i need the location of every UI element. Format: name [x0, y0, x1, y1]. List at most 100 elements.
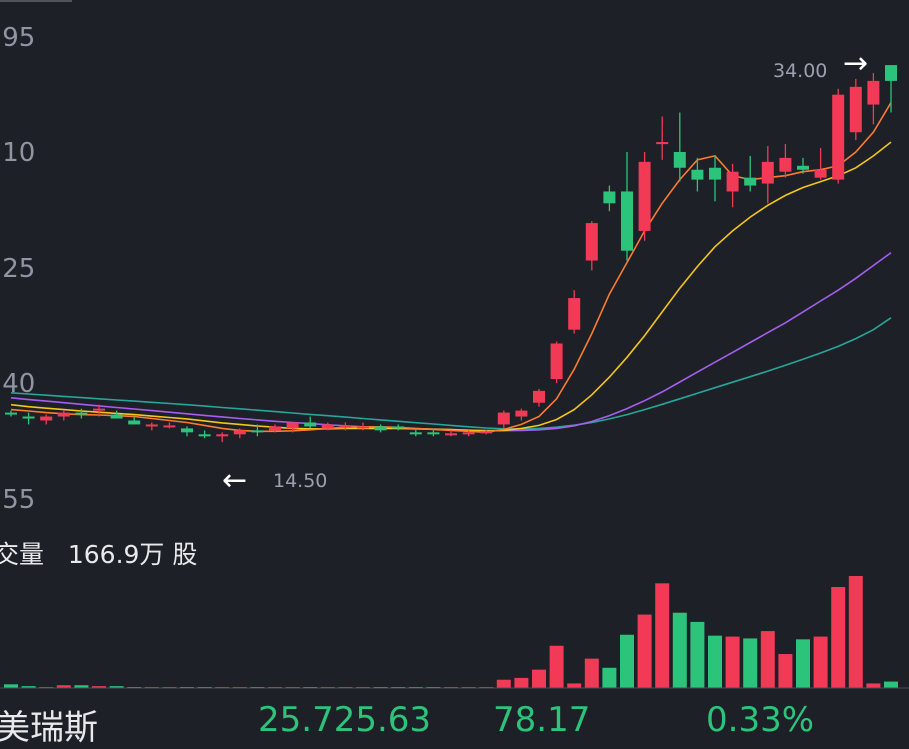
volume-label: 交量 166.9万 股: [0, 535, 197, 571]
ma-line-ma30: [10, 317, 892, 430]
candle-body: [550, 343, 563, 380]
candle: [445, 430, 457, 437]
volume-bar: [584, 658, 599, 688]
candle-body: [374, 426, 387, 431]
candle: [304, 416, 317, 429]
volume-bar: [21, 686, 36, 688]
candle: [656, 116, 669, 160]
candle-body: [867, 80, 880, 105]
candle-body: [744, 177, 757, 186]
candle-body: [726, 171, 739, 192]
candle: [568, 290, 581, 334]
right-arrow-icon: →: [843, 46, 868, 81]
candle: [832, 88, 845, 184]
volume-bar: [92, 686, 106, 688]
bottom-ticker-row[interactable]: 美瑞斯 25.725.63 78.17 0.33%: [0, 700, 909, 748]
candle: [533, 388, 545, 407]
candle: [849, 78, 862, 141]
candle: [181, 426, 193, 437]
candle: [339, 422, 352, 431]
volume-bar: [813, 636, 828, 688]
candle-body: [339, 425, 352, 428]
volume-bar: [602, 667, 617, 688]
candle: [251, 424, 264, 437]
candle-body: [832, 94, 845, 180]
candle-body: [497, 412, 510, 425]
candle-body: [110, 414, 123, 419]
volume-bar: [637, 614, 652, 688]
candle: [286, 422, 299, 433]
candle: [691, 157, 704, 192]
volume-bar: [514, 677, 529, 688]
candle-body: [427, 432, 440, 435]
candle: [198, 430, 211, 439]
candle-body: [568, 298, 581, 330]
candle-body: [40, 416, 53, 421]
candle-body: [22, 416, 35, 419]
volume-bar: [866, 683, 881, 688]
candle: [797, 157, 809, 174]
ticker-change: 78.17: [493, 700, 591, 740]
y-axis-label: .10: [0, 138, 35, 168]
candle-body: [638, 161, 651, 231]
candle-body: [585, 223, 598, 261]
candle: [427, 428, 440, 437]
candle: [22, 412, 35, 425]
volume-value: 166.9万 股: [67, 540, 198, 569]
candlestick-chart: .95.10.25.40.55 34.00 → ← 14.50: [0, 23, 909, 689]
candle: [40, 414, 53, 425]
candle: [75, 408, 88, 419]
volume-bar: [796, 639, 810, 688]
volume-bar: [708, 635, 722, 688]
candle-body: [691, 169, 704, 180]
volume-bar: [4, 684, 18, 688]
candle-body: [709, 167, 721, 180]
candle: [726, 163, 739, 208]
volume-title: 交量: [0, 540, 45, 569]
candle-body: [673, 151, 686, 168]
candle: [409, 428, 422, 437]
ticker-price: 25.725.63: [258, 700, 432, 740]
candle-body: [163, 425, 176, 428]
candle-body: [462, 432, 475, 435]
candle-body: [216, 434, 229, 437]
candle-body: [145, 424, 158, 427]
candle-body: [128, 420, 141, 425]
volume-bar: [690, 621, 705, 688]
candle: [621, 151, 633, 261]
candle: [110, 410, 123, 419]
candle: [374, 424, 387, 433]
candle: [357, 422, 369, 431]
candle-body: [357, 426, 369, 429]
candle: [638, 151, 651, 241]
candle: [233, 428, 246, 439]
volume-bar: [778, 654, 793, 688]
candle-body: [233, 430, 246, 435]
left-arrow-icon: ←: [222, 463, 247, 498]
candle-body: [480, 431, 493, 434]
candle-body: [93, 408, 105, 411]
candle: [480, 430, 493, 435]
candle-body: [533, 390, 545, 403]
volume-bar: [760, 631, 775, 688]
volume-bar: [549, 645, 564, 688]
candle: [744, 155, 757, 192]
y-axis-labels: .95.10.25.40.55: [0, 23, 35, 515]
volume-bar: [56, 685, 71, 688]
y-axis-label: .55: [0, 485, 35, 515]
candle: [814, 148, 827, 180]
ticker-percent: 0.33%: [706, 700, 815, 740]
candle: [163, 422, 176, 429]
min-price-label: 14.50: [273, 470, 327, 492]
candle-body: [57, 412, 70, 417]
y-axis-label: .95: [0, 23, 35, 53]
candle-body: [75, 412, 88, 415]
ma-line-ma20: [10, 252, 892, 432]
candle: [515, 408, 528, 421]
volume-bar: [532, 669, 546, 688]
candle-body: [304, 422, 317, 427]
ma-line-ma5: [10, 102, 892, 434]
candle-body: [797, 165, 809, 170]
candle-body: [286, 422, 299, 429]
candle: [128, 416, 141, 425]
